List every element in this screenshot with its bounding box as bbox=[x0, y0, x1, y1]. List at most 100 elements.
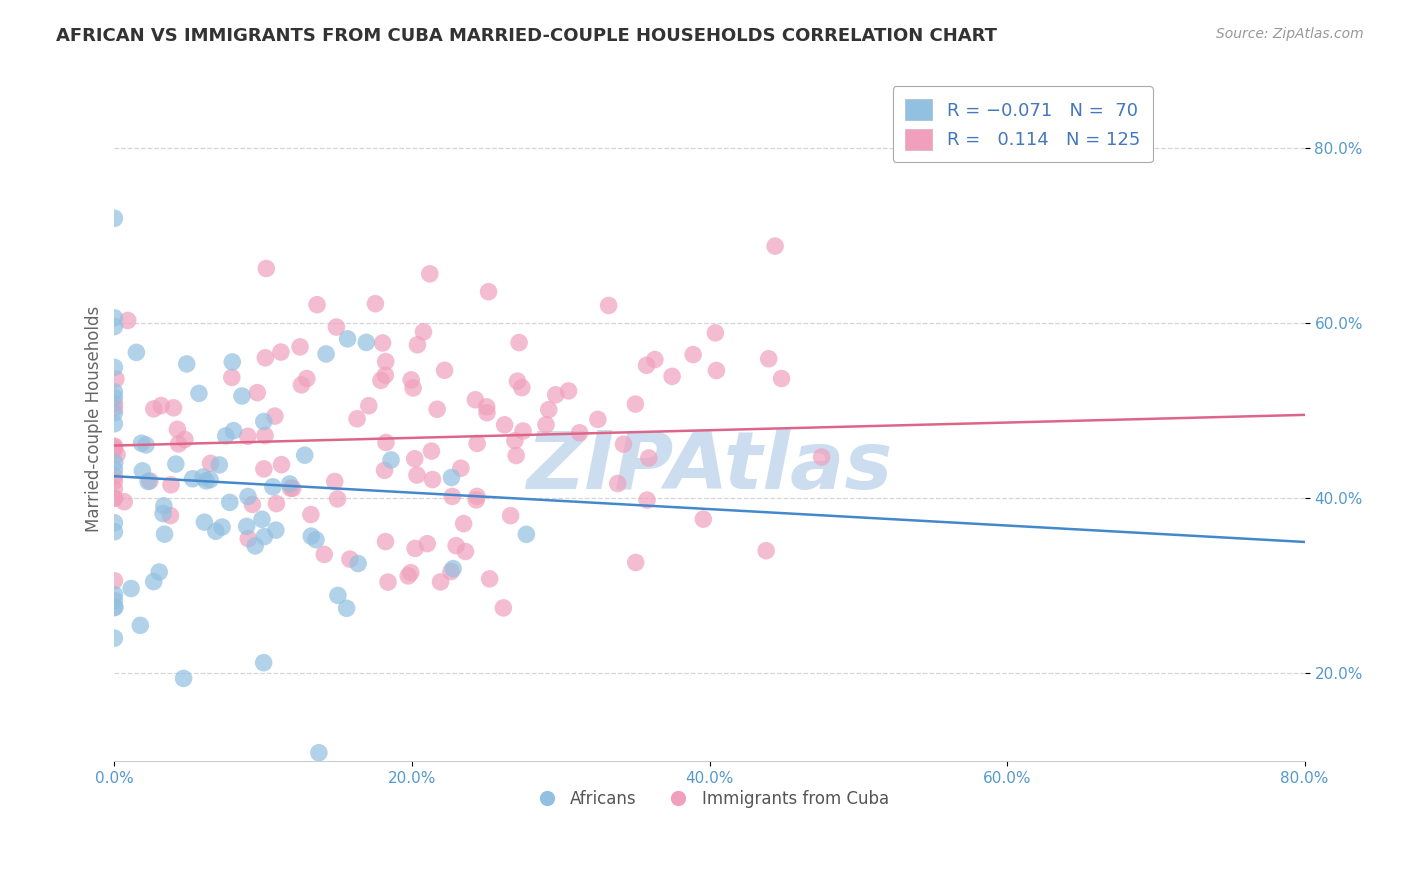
Point bbox=[254, 351, 277, 365]
Point bbox=[305, 533, 328, 547]
Point bbox=[346, 411, 368, 425]
Point bbox=[208, 458, 231, 472]
Point bbox=[270, 345, 292, 359]
Point bbox=[120, 582, 142, 596]
Point bbox=[314, 548, 336, 562]
Point bbox=[399, 373, 422, 387]
Point bbox=[112, 494, 135, 508]
Point bbox=[357, 399, 380, 413]
Point bbox=[211, 520, 233, 534]
Point bbox=[142, 574, 165, 589]
Point bbox=[326, 491, 349, 506]
Point bbox=[103, 440, 125, 454]
Point bbox=[181, 472, 204, 486]
Point bbox=[371, 336, 394, 351]
Point bbox=[231, 389, 253, 403]
Point bbox=[104, 600, 127, 615]
Point bbox=[104, 455, 127, 469]
Point bbox=[515, 527, 537, 541]
Point bbox=[586, 412, 609, 426]
Point bbox=[512, 424, 534, 438]
Point bbox=[103, 360, 125, 375]
Point bbox=[221, 355, 243, 369]
Point bbox=[278, 477, 301, 491]
Point bbox=[235, 519, 257, 533]
Point bbox=[336, 332, 359, 346]
Point bbox=[506, 374, 529, 388]
Point bbox=[637, 450, 659, 465]
Point bbox=[103, 600, 125, 615]
Point bbox=[103, 384, 125, 399]
Point bbox=[374, 354, 396, 368]
Point bbox=[419, 267, 441, 281]
Point bbox=[103, 439, 125, 453]
Point bbox=[770, 371, 793, 385]
Point bbox=[299, 529, 322, 543]
Point bbox=[308, 746, 330, 760]
Point bbox=[478, 572, 501, 586]
Point bbox=[253, 462, 276, 476]
Point bbox=[153, 499, 176, 513]
Point bbox=[422, 473, 444, 487]
Point bbox=[692, 512, 714, 526]
Point bbox=[288, 340, 311, 354]
Point bbox=[440, 565, 463, 579]
Point bbox=[375, 435, 398, 450]
Point bbox=[245, 539, 267, 553]
Text: ZIPAtlas: ZIPAtlas bbox=[526, 428, 893, 506]
Point bbox=[682, 348, 704, 362]
Point bbox=[396, 569, 419, 583]
Point bbox=[103, 631, 125, 645]
Point bbox=[406, 468, 429, 483]
Point bbox=[103, 516, 125, 530]
Point bbox=[253, 415, 276, 429]
Point bbox=[266, 497, 288, 511]
Point bbox=[162, 401, 184, 415]
Point bbox=[103, 319, 125, 334]
Point bbox=[167, 437, 190, 451]
Point bbox=[104, 372, 127, 386]
Point bbox=[103, 396, 125, 410]
Point bbox=[380, 453, 402, 467]
Point bbox=[139, 474, 162, 488]
Point bbox=[475, 400, 498, 414]
Point bbox=[465, 490, 488, 504]
Point bbox=[187, 386, 209, 401]
Point bbox=[373, 463, 395, 477]
Point bbox=[153, 527, 176, 541]
Point bbox=[661, 369, 683, 384]
Point bbox=[103, 442, 125, 457]
Point bbox=[160, 478, 183, 492]
Point bbox=[131, 436, 153, 450]
Point bbox=[624, 556, 647, 570]
Y-axis label: Married-couple Households: Married-couple Households bbox=[86, 306, 103, 533]
Point bbox=[347, 557, 370, 571]
Point bbox=[494, 417, 516, 432]
Point bbox=[534, 417, 557, 432]
Point bbox=[264, 409, 287, 423]
Point bbox=[246, 385, 269, 400]
Point bbox=[433, 363, 456, 377]
Point bbox=[198, 473, 221, 487]
Point bbox=[755, 543, 778, 558]
Point bbox=[105, 448, 128, 462]
Text: AFRICAN VS IMMIGRANTS FROM CUBA MARRIED-COUPLE HOUSEHOLDS CORRELATION CHART: AFRICAN VS IMMIGRANTS FROM CUBA MARRIED-… bbox=[56, 27, 997, 45]
Point bbox=[450, 461, 472, 475]
Point bbox=[416, 537, 439, 551]
Point bbox=[402, 381, 425, 395]
Point bbox=[465, 436, 488, 450]
Point bbox=[290, 377, 312, 392]
Point bbox=[420, 444, 443, 458]
Point bbox=[374, 368, 396, 383]
Point bbox=[103, 401, 125, 415]
Point bbox=[465, 492, 488, 507]
Point bbox=[103, 588, 125, 602]
Point bbox=[370, 373, 392, 387]
Point bbox=[636, 493, 658, 508]
Point bbox=[295, 371, 318, 385]
Text: Source: ZipAtlas.com: Source: ZipAtlas.com bbox=[1216, 27, 1364, 41]
Point bbox=[280, 481, 302, 495]
Point bbox=[264, 523, 287, 537]
Point bbox=[103, 406, 125, 420]
Point bbox=[404, 451, 426, 466]
